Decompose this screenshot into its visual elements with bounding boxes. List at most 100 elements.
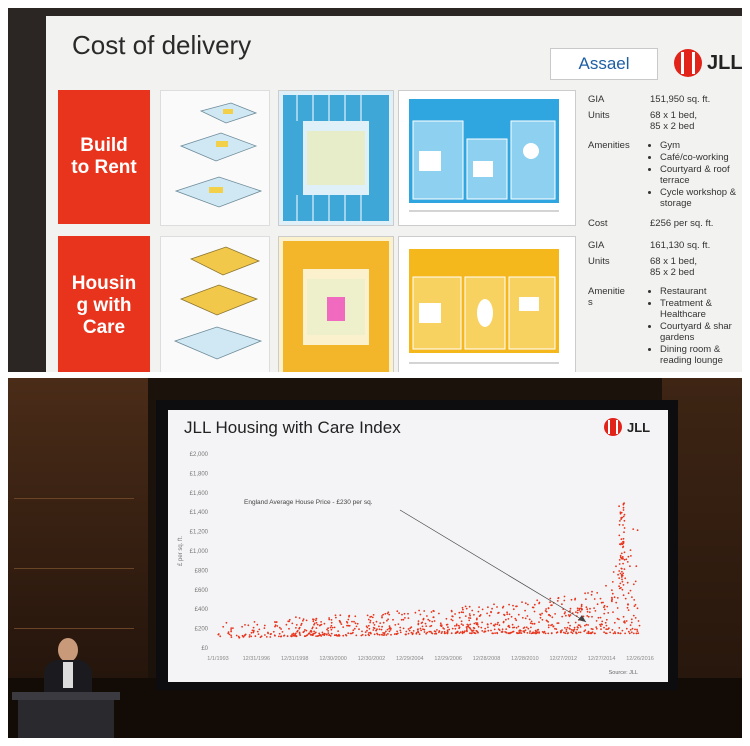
data-point xyxy=(597,616,600,619)
data-point xyxy=(384,612,387,615)
data-point xyxy=(550,632,553,634)
data-point xyxy=(496,631,498,634)
data-point xyxy=(593,632,596,635)
data-point xyxy=(460,611,463,614)
data-point xyxy=(401,613,403,616)
data-point xyxy=(461,606,464,609)
y-tick-label: £1,000 xyxy=(190,549,209,555)
data-point xyxy=(634,603,637,606)
data-point xyxy=(525,626,528,629)
data-point xyxy=(388,625,391,627)
data-point xyxy=(612,571,615,573)
jll-logo: JLL xyxy=(604,418,650,436)
data-point xyxy=(586,615,589,617)
data-point xyxy=(501,631,504,633)
data-point xyxy=(478,606,480,608)
data-point xyxy=(353,627,356,630)
data-point xyxy=(538,601,541,604)
data-point xyxy=(505,618,507,621)
data-point xyxy=(351,620,353,623)
data-point xyxy=(364,634,367,637)
data-point xyxy=(458,616,461,619)
data-point xyxy=(350,632,353,635)
data-point xyxy=(493,603,495,606)
data-point xyxy=(308,632,311,635)
data-point xyxy=(387,633,389,635)
data-point xyxy=(428,630,431,633)
data-point xyxy=(531,622,534,625)
data-point xyxy=(620,538,623,541)
data-point xyxy=(624,577,627,580)
data-point xyxy=(620,552,623,555)
data-point xyxy=(615,601,618,604)
data-point xyxy=(248,636,251,638)
isometric-diagram-housing-with-care xyxy=(160,236,270,372)
data-point xyxy=(469,617,472,619)
data-point xyxy=(578,609,581,611)
data-point xyxy=(263,624,266,627)
data-point xyxy=(458,632,461,634)
data-point xyxy=(629,628,632,631)
data-point xyxy=(623,558,626,561)
data-point xyxy=(264,634,266,636)
data-point xyxy=(619,554,622,557)
data-point xyxy=(622,509,625,511)
data-point xyxy=(629,565,631,568)
data-point xyxy=(253,621,256,623)
data-point xyxy=(530,626,532,629)
annotation-arrow xyxy=(399,509,587,623)
data-point xyxy=(538,621,540,623)
data-point xyxy=(365,625,368,628)
y-axis-label: £ per sq. ft. xyxy=(178,536,184,566)
data-point xyxy=(247,624,250,627)
data-point xyxy=(568,627,571,630)
data-point xyxy=(623,527,626,529)
data-point xyxy=(418,633,421,636)
data-point xyxy=(587,615,590,618)
data-point xyxy=(507,618,510,620)
data-point xyxy=(451,627,454,630)
data-point xyxy=(483,631,485,633)
data-point xyxy=(561,603,563,606)
data-point xyxy=(603,606,605,609)
data-point xyxy=(327,627,329,630)
data-point xyxy=(599,625,602,627)
data-point xyxy=(521,616,524,619)
data-point xyxy=(388,630,391,633)
data-point xyxy=(228,633,231,636)
data-point xyxy=(603,631,605,634)
data-point xyxy=(476,630,479,633)
data-point xyxy=(465,607,468,610)
data-point xyxy=(512,626,514,629)
data-point xyxy=(382,621,385,624)
data-point xyxy=(294,634,297,637)
data-point xyxy=(549,597,552,600)
data-point xyxy=(576,628,578,631)
data-point xyxy=(387,611,390,614)
data-point xyxy=(571,632,574,635)
data-point xyxy=(599,597,602,600)
data-point xyxy=(613,621,616,624)
data-point xyxy=(473,622,476,625)
data-point xyxy=(462,608,464,611)
data-point xyxy=(222,625,225,628)
data-point xyxy=(632,632,635,635)
data-point xyxy=(430,611,433,613)
data-point xyxy=(471,609,474,612)
lectern xyxy=(18,700,114,738)
data-point xyxy=(628,632,631,635)
data-point xyxy=(623,551,626,554)
data-point xyxy=(501,628,504,631)
data-point xyxy=(579,631,582,634)
data-point xyxy=(402,627,405,630)
data-point xyxy=(638,624,641,627)
data-point xyxy=(490,622,492,625)
data-point xyxy=(532,632,534,634)
data-point xyxy=(334,614,337,617)
data-point xyxy=(526,615,529,617)
jll-logo: JLL xyxy=(674,46,742,80)
data-point xyxy=(454,613,456,615)
data-point xyxy=(434,632,436,635)
data-point xyxy=(393,633,396,635)
data-point xyxy=(368,627,371,630)
